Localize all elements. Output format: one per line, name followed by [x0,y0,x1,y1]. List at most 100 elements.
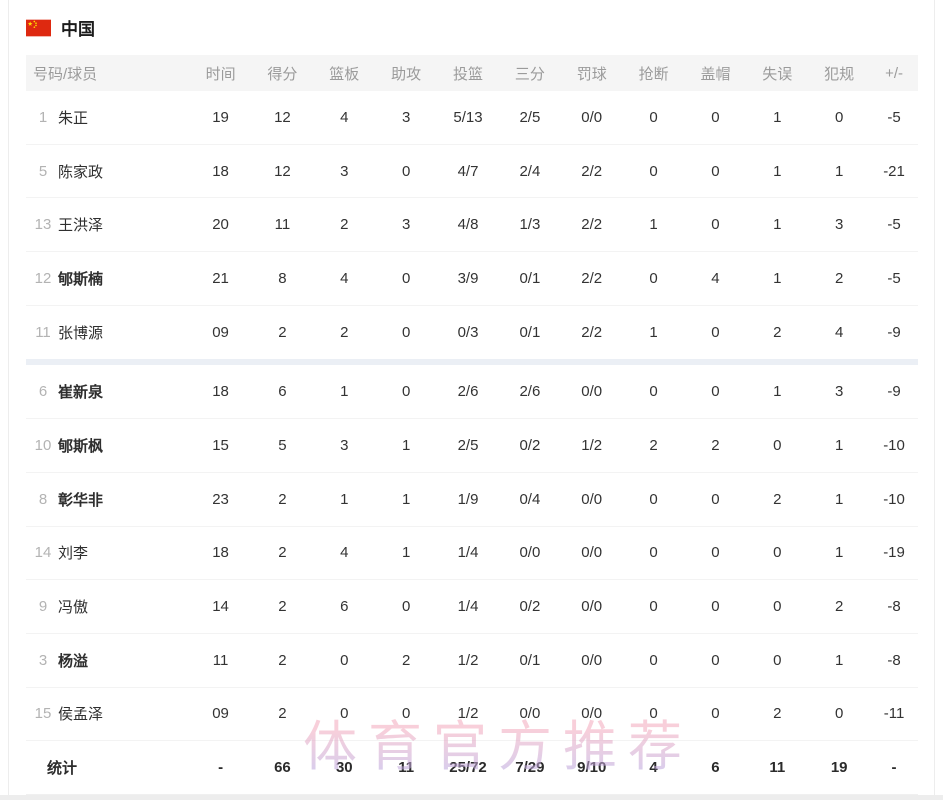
cell-assists: 3 [401,216,411,234]
cell-rebounds: 4 [340,269,349,287]
cell-free-throws: 0/0 [581,598,603,616]
cell-blocks: 0 [711,162,720,180]
cell-time: 18 [212,383,229,401]
cell-time: 15 [212,436,229,454]
cell-free-throws: 1/2 [581,436,603,454]
cell-time: 23 [212,490,229,508]
cell-rebounds: 1 [340,490,349,508]
cell-blocks: 0 [711,598,720,616]
cell-three-pointers: 0/0 [519,705,541,723]
player-name: 陈家政 [58,163,104,181]
cell-turnovers: 0 [773,436,782,454]
cell-fouls: 3 [834,216,844,234]
totals-label: 统计 [47,760,78,778]
player-cell: 15 侯孟泽 [26,703,190,724]
china-flag-icon [26,19,51,36]
cell-assists: 0 [401,324,411,342]
cell-plusminus: -8 [887,651,901,669]
cell-assists: 11 [398,759,415,777]
cell-field-goals: 1/4 [457,544,479,562]
cell-steals: 0 [649,598,658,616]
header-plusminus: +/- [885,64,903,82]
cell-fouls: 2 [834,598,844,616]
cell-steals: 0 [649,108,658,126]
cell-fouls: 4 [834,324,844,342]
cell-steals: 0 [649,269,658,287]
cell-blocks: 0 [711,490,720,508]
cell-time: 20 [212,216,229,234]
cell-points: 6 [278,383,287,401]
cell-field-goals: 2/5 [457,436,479,454]
cell-blocks: 0 [711,651,720,669]
player-cell: 11 张博源 [26,322,190,343]
cell-fouls: 2 [834,269,844,287]
cell-assists: 3 [401,108,411,126]
cell-time: 14 [212,598,229,616]
cell-plusminus: -10 [883,436,905,454]
table-row: 12 郇斯楠 21 8 4 0 3/9 0/1 2/2 0 4 1 2 -5 [26,252,918,306]
table-row: 9 冯傲 14 2 6 0 1/4 0/2 0/0 0 0 0 2 -8 [26,580,918,634]
cell-steals: 1 [649,216,658,234]
cell-plusminus: -19 [883,544,905,562]
cell-assists: 0 [401,269,411,287]
cell-steals: 0 [649,705,658,723]
table-row: 15 侯孟泽 09 2 0 0 1/2 0/0 0/0 0 0 2 0 -11 [26,688,918,742]
cell-fouls: 1 [834,436,844,454]
table-row: 10 郇斯枫 15 5 3 1 2/5 0/2 1/2 2 2 0 1 -10 [26,419,918,473]
cell-points: 66 [274,759,291,777]
cell-rebounds: 0 [340,705,349,723]
cell-field-goals: 0/3 [457,324,479,342]
cell-rebounds: 3 [340,162,349,180]
cell-three-pointers: 0/2 [519,598,541,616]
cell-blocks: 0 [711,383,720,401]
cell-field-goals: 5/13 [453,108,483,126]
table-row: 5 陈家政 18 12 3 0 4/7 2/4 2/2 0 0 1 1 -21 [26,145,918,199]
cell-free-throws: 0/0 [581,383,603,401]
cell-free-throws: 0/0 [581,705,603,723]
cell-blocks: 0 [711,705,720,723]
cell-turnovers: 0 [773,544,782,562]
cell-time: 09 [212,324,229,342]
cell-free-throws: 0/0 [581,490,603,508]
player-cell: 5 陈家政 [26,161,190,182]
header-rebounds: 篮板 [329,65,360,83]
cell-free-throws: 2/2 [581,162,603,180]
jersey-number: 6 [38,383,48,401]
table-row: 1 朱正 19 12 4 3 5/13 2/5 0/0 0 0 1 0 -5 [26,91,918,145]
player-name: 崔新泉 [58,384,104,402]
player-name: 刘李 [58,545,89,563]
header-fouls: 犯规 [824,65,855,83]
player-name: 郇斯枫 [58,437,104,455]
player-name: 杨溢 [58,652,89,670]
bottom-strip [0,795,943,800]
cell-plusminus: - [891,759,897,777]
header-points: 得分 [267,65,298,83]
table-row: 3 杨溢 11 2 0 2 1/2 0/1 0/0 0 0 0 1 -8 [26,634,918,688]
cell-time: 18 [212,544,229,562]
table-row: 13 王洪泽 20 11 2 3 4/8 1/3 2/2 1 0 1 3 -5 [26,198,918,253]
cell-turnovers: 0 [773,598,782,616]
cell-steals: 0 [649,651,658,669]
cell-three-pointers: 2/6 [519,383,541,401]
cell-steals: 0 [649,490,658,508]
cell-fouls: 1 [834,162,844,180]
cell-assists: 0 [401,383,411,401]
player-name: 侯孟泽 [58,706,104,724]
header-assists: 助攻 [391,65,422,83]
cell-plusminus: -11 [883,705,905,723]
jersey-number: 1 [38,108,48,126]
cell-plusminus: -9 [887,383,901,401]
cell-points: 11 [274,216,291,234]
cell-field-goals: 2/6 [457,383,479,401]
right-border [934,0,935,800]
cell-three-pointers: 0/4 [519,490,541,508]
cell-three-pointers: 0/1 [519,269,541,287]
cell-assists: 0 [401,162,411,180]
cell-fouls: 0 [834,705,844,723]
cell-time: 21 [212,269,229,287]
cell-plusminus: -5 [887,269,901,287]
team-header: 中国 [26,0,918,55]
cell-assists: 0 [401,705,411,723]
cell-three-pointers: 0/0 [519,544,541,562]
